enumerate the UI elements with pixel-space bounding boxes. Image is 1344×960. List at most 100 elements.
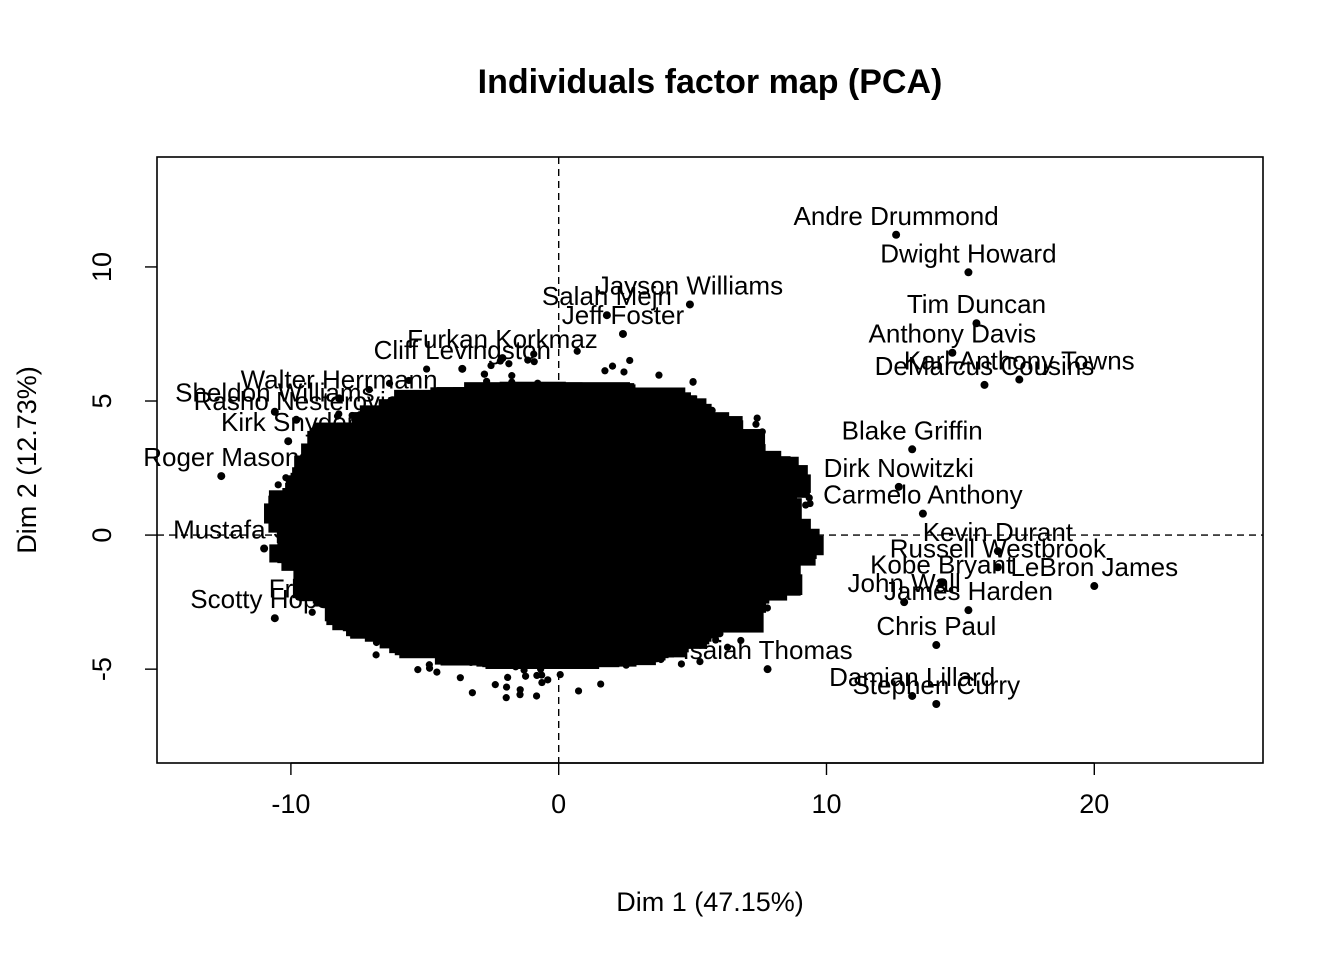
data-point xyxy=(754,432,763,441)
point-cloud xyxy=(264,347,824,702)
data-point xyxy=(739,481,748,489)
data-point xyxy=(708,406,716,414)
data-point xyxy=(685,300,694,309)
data-point xyxy=(274,481,282,489)
data-point xyxy=(530,358,538,366)
data-point xyxy=(639,651,647,659)
data-point xyxy=(356,411,364,419)
data-point xyxy=(655,371,663,379)
data-point xyxy=(696,658,704,666)
y-axis: -5 0 5 10 xyxy=(87,252,157,681)
point-label: Chris Paul xyxy=(876,611,996,641)
data-point xyxy=(727,503,735,511)
data-point xyxy=(662,409,670,417)
data-point xyxy=(669,433,677,441)
data-point xyxy=(805,494,813,502)
data-point xyxy=(755,469,764,477)
overlapping-label-mass xyxy=(545,624,644,643)
data-point xyxy=(525,654,534,662)
data-point xyxy=(701,451,709,459)
y-tick-label: 10 xyxy=(87,252,117,282)
data-point xyxy=(964,606,973,615)
data-point xyxy=(491,681,499,689)
data-point xyxy=(294,476,302,484)
data-point xyxy=(706,599,714,607)
overlapping-label-mass xyxy=(633,455,701,477)
overlapping-label-mass xyxy=(583,480,655,500)
data-point xyxy=(523,638,531,646)
data-point xyxy=(414,666,422,674)
data-point xyxy=(516,645,524,654)
data-point xyxy=(746,602,754,610)
x-tick-label: 10 xyxy=(811,789,841,819)
overlapping-label-mass xyxy=(649,524,785,546)
data-point xyxy=(932,700,941,709)
data-point xyxy=(299,509,307,517)
overlapping-label-mass xyxy=(297,547,442,566)
data-point xyxy=(393,617,402,625)
data-point xyxy=(802,501,810,509)
data-point xyxy=(908,691,917,700)
data-point xyxy=(713,596,721,605)
data-point xyxy=(480,370,489,378)
data-point xyxy=(663,427,671,436)
data-point xyxy=(716,630,724,638)
data-point xyxy=(552,401,560,409)
data-point xyxy=(707,445,716,453)
data-point xyxy=(768,470,776,478)
data-point xyxy=(608,362,617,370)
data-point xyxy=(770,454,778,462)
data-point xyxy=(739,548,747,556)
data-point xyxy=(653,655,661,663)
point-label: Furkan Korkmaz xyxy=(407,324,598,354)
data-point xyxy=(620,409,628,417)
data-point xyxy=(703,587,712,596)
data-point xyxy=(749,474,757,482)
x-axis-label: Dim 1 (47.15%) xyxy=(616,887,804,917)
data-point xyxy=(335,410,343,418)
data-point xyxy=(645,622,653,631)
data-point xyxy=(715,420,724,428)
point-label: Anthony Davis xyxy=(869,319,1037,349)
data-point xyxy=(551,649,559,657)
data-point xyxy=(335,394,344,403)
data-point xyxy=(710,486,719,494)
point-label: Fred Jones xyxy=(269,573,399,603)
data-point xyxy=(370,563,378,571)
data-point xyxy=(763,665,772,674)
data-point xyxy=(365,492,373,500)
data-point xyxy=(710,560,718,568)
data-point xyxy=(350,570,358,578)
point-label: Salah Mejri xyxy=(542,281,672,311)
data-point xyxy=(786,531,794,540)
data-point xyxy=(309,481,318,490)
data-point xyxy=(707,608,715,617)
x-tick-label: 0 xyxy=(551,789,566,819)
data-point xyxy=(386,638,394,646)
data-point xyxy=(600,644,608,653)
data-point xyxy=(739,539,747,547)
data-point xyxy=(733,597,741,606)
data-point xyxy=(369,604,378,612)
data-point xyxy=(530,350,538,358)
data-point xyxy=(297,516,305,525)
data-point xyxy=(704,578,712,586)
overlapping-label-mass xyxy=(366,588,467,607)
y-tick-label: 5 xyxy=(87,393,117,408)
data-point xyxy=(438,624,446,632)
data-point xyxy=(521,672,530,680)
data-point xyxy=(358,510,366,518)
data-point xyxy=(792,579,800,588)
data-point xyxy=(282,474,290,482)
data-point xyxy=(381,460,389,468)
overlapping-label-mass xyxy=(420,544,565,563)
data-point xyxy=(317,476,326,484)
data-point xyxy=(737,453,745,462)
data-point xyxy=(602,311,611,320)
data-point xyxy=(469,631,477,639)
data-point xyxy=(672,416,680,425)
data-point xyxy=(284,437,293,446)
data-point xyxy=(441,392,449,400)
y-tick-label: 0 xyxy=(87,528,117,543)
data-point xyxy=(516,634,524,643)
